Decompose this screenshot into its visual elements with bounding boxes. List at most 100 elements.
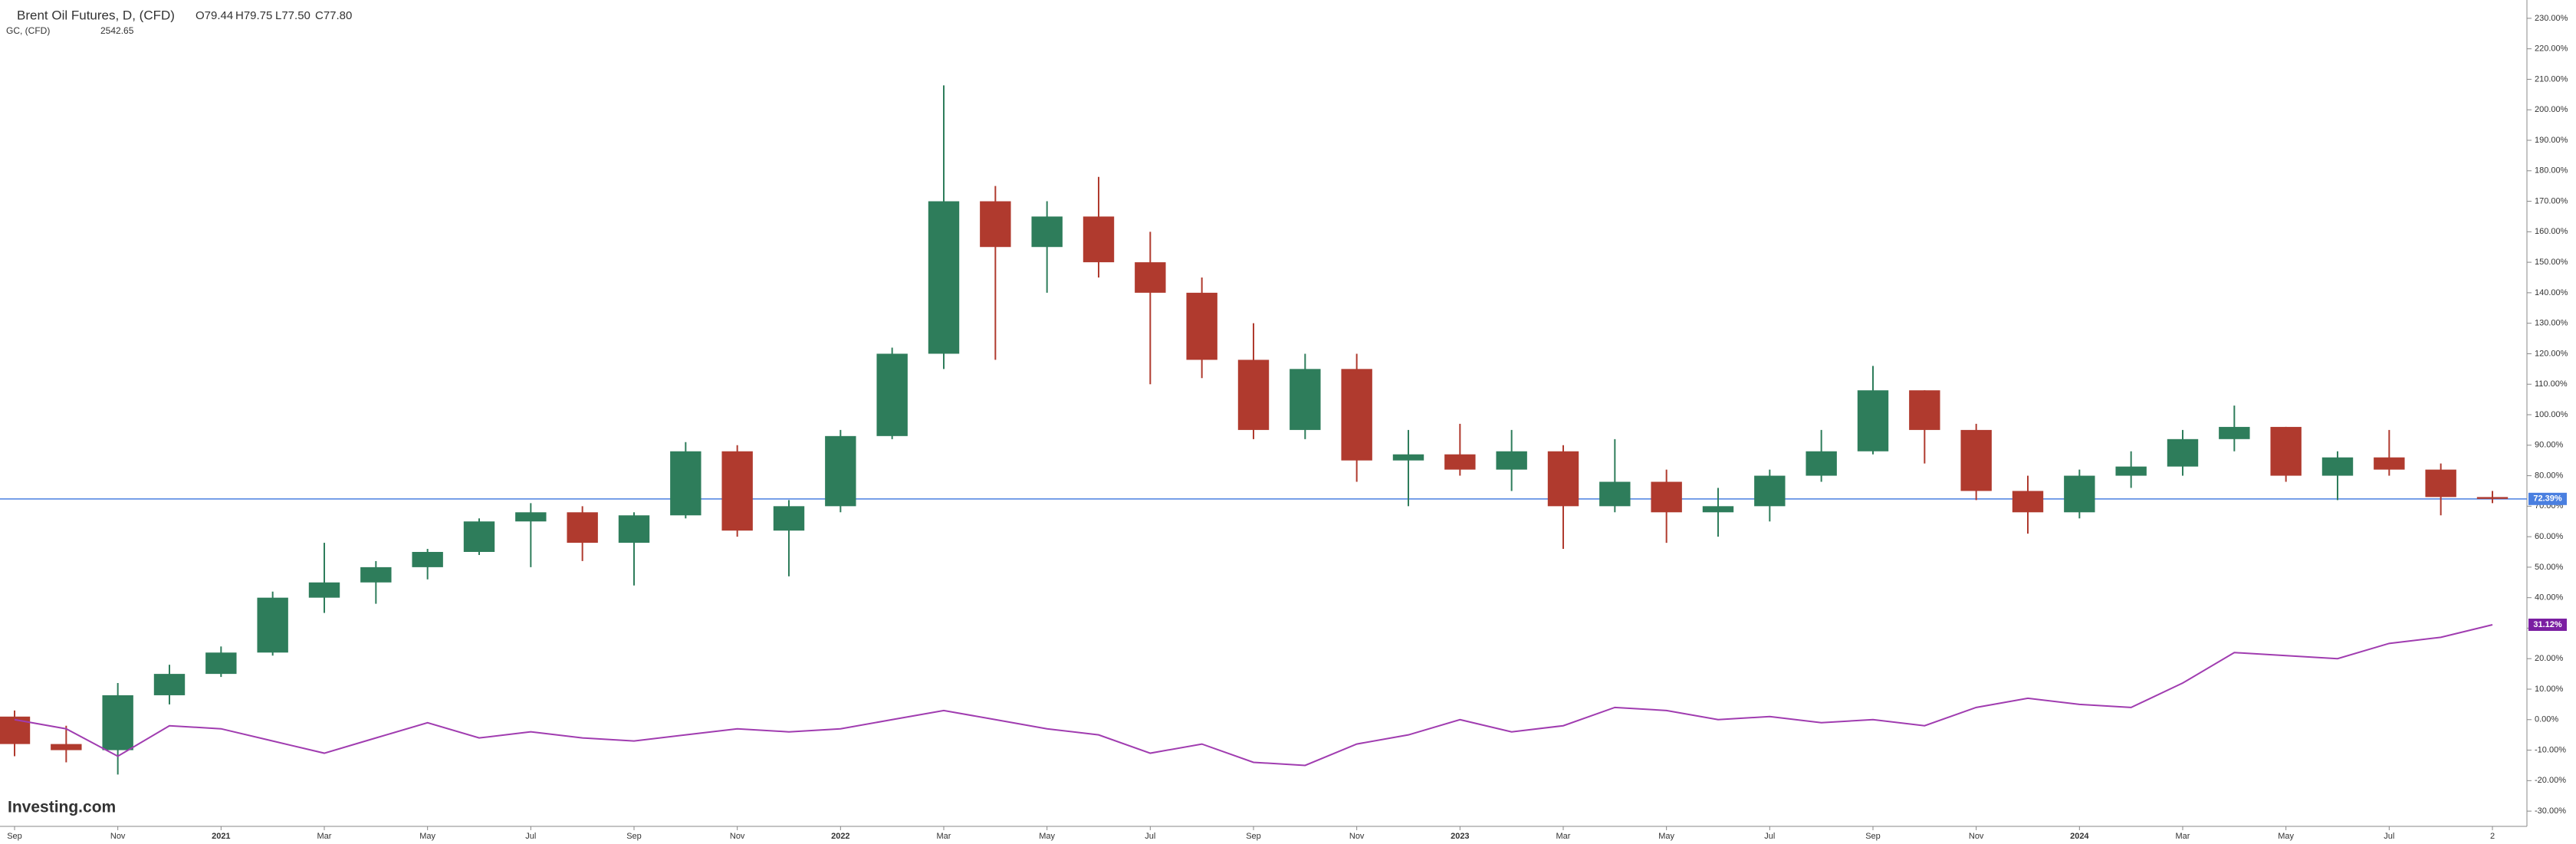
candle-body xyxy=(2219,426,2250,439)
y-tick-label: 90.00% xyxy=(2535,441,2564,450)
candle-body xyxy=(257,597,288,653)
candle-body xyxy=(2374,457,2405,470)
x-tick-label: 2024 xyxy=(2070,832,2089,841)
candle-body xyxy=(1806,451,1837,476)
compare-label: 31.12% xyxy=(2533,620,2562,629)
y-tick-label: 200.00% xyxy=(2535,105,2568,114)
ohlc-value: O79.44 xyxy=(196,9,233,22)
compare-name: GC, (CFD) xyxy=(6,25,50,36)
candle-body xyxy=(515,512,547,522)
candle-body xyxy=(308,582,340,598)
candle-body xyxy=(2321,457,2354,476)
candle-body xyxy=(670,451,702,516)
price-label-box xyxy=(2528,492,2567,505)
y-tick-label: -10.00% xyxy=(2535,745,2566,754)
x-tick-label: Jul xyxy=(1764,832,1775,841)
candle-body xyxy=(721,451,753,531)
candle-body xyxy=(51,744,82,750)
candle-body xyxy=(1444,454,1476,470)
x-tick-label: Mar xyxy=(937,832,951,841)
x-tick-label: 2022 xyxy=(831,832,849,841)
x-tick-label: Nov xyxy=(1349,832,1365,841)
x-tick-label: Jul xyxy=(2384,832,2394,841)
y-tick-label: 130.00% xyxy=(2535,319,2568,328)
compare-label-box xyxy=(2528,618,2567,631)
y-tick-label: -30.00% xyxy=(2535,806,2566,816)
x-tick-label: Nov xyxy=(730,832,745,841)
y-tick-label: 10.00% xyxy=(2535,685,2564,694)
ohlc-value: L77.50 xyxy=(275,9,310,22)
candle-body xyxy=(2064,475,2095,513)
candle-body xyxy=(1392,454,1424,461)
x-tick-label: May xyxy=(2278,832,2294,841)
candle-body xyxy=(567,512,598,544)
candle-body xyxy=(1135,262,1166,293)
x-tick-label: Sep xyxy=(1246,832,1261,841)
candle-body xyxy=(1651,481,1682,513)
x-tick-label: Nov xyxy=(110,832,126,841)
candle-body xyxy=(1754,475,1786,507)
x-tick-label: May xyxy=(419,832,435,841)
ohlc-value: C77.80 xyxy=(315,9,352,22)
candle-body xyxy=(1599,481,1631,507)
x-tick-label: May xyxy=(1039,832,1055,841)
candle-body xyxy=(2425,469,2456,498)
candle-body xyxy=(1341,369,1372,461)
candle-body xyxy=(360,566,392,583)
candle-body xyxy=(1857,390,1889,452)
y-tick-label: 120.00% xyxy=(2535,349,2568,358)
x-tick-label: Mar xyxy=(317,832,332,841)
x-tick-label: Sep xyxy=(7,832,22,841)
y-tick-label: 60.00% xyxy=(2535,532,2564,541)
y-tick-label: 150.00% xyxy=(2535,258,2568,267)
x-tick-label: Jul xyxy=(525,832,536,841)
candle-body xyxy=(205,652,237,675)
y-tick-label: 20.00% xyxy=(2535,654,2564,663)
x-tick-label: May xyxy=(1658,832,1674,841)
x-tick-label: 2 xyxy=(2490,832,2495,841)
candle-body xyxy=(1547,451,1579,507)
candle-body xyxy=(1186,292,1217,360)
x-tick-label: 2023 xyxy=(1451,832,1469,841)
candle-body xyxy=(1237,360,1270,430)
candle-body xyxy=(2115,466,2147,476)
candle-body xyxy=(1290,369,1321,430)
x-tick-label: Sep xyxy=(626,832,642,841)
ohlc-value: H79.75 xyxy=(235,9,272,22)
x-tick-label: Jul xyxy=(1145,832,1155,841)
y-tick-label: 190.00% xyxy=(2535,136,2568,145)
candle-body xyxy=(2012,491,2044,513)
x-tick-label: Mar xyxy=(1556,832,1571,841)
candle-body xyxy=(773,506,805,531)
x-tick-label: Sep xyxy=(1865,832,1881,841)
candle-body xyxy=(1031,216,1063,248)
candle-body xyxy=(412,552,443,567)
compare-line xyxy=(14,624,2493,767)
y-tick-label: 220.00% xyxy=(2535,44,2568,54)
candle-body xyxy=(0,716,31,744)
candle-body xyxy=(618,515,650,544)
y-tick-label: 160.00% xyxy=(2535,227,2568,236)
y-tick-label: 180.00% xyxy=(2535,166,2568,176)
x-tick-label: Mar xyxy=(2176,832,2190,841)
y-tick-label: 100.00% xyxy=(2535,410,2568,419)
candle-body xyxy=(2167,438,2199,467)
candle-body xyxy=(825,435,856,507)
y-tick-label: -20.00% xyxy=(2535,776,2566,785)
price-label: 72.39% xyxy=(2533,494,2562,504)
candle-body xyxy=(1960,429,1992,491)
candle-body xyxy=(928,201,960,354)
y-tick-label: 40.00% xyxy=(2535,593,2564,603)
x-tick-label: 2021 xyxy=(212,832,230,841)
candle-body xyxy=(2270,426,2302,476)
y-tick-label: 210.00% xyxy=(2535,74,2568,84)
candle-body xyxy=(1702,506,1734,513)
y-tick-label: 110.00% xyxy=(2535,379,2568,389)
y-tick-label: 140.00% xyxy=(2535,288,2568,297)
candle-body xyxy=(876,353,908,436)
candle-body xyxy=(980,201,1011,248)
candle-body xyxy=(1909,390,1940,430)
compare-value: 2542.65 xyxy=(100,25,134,36)
